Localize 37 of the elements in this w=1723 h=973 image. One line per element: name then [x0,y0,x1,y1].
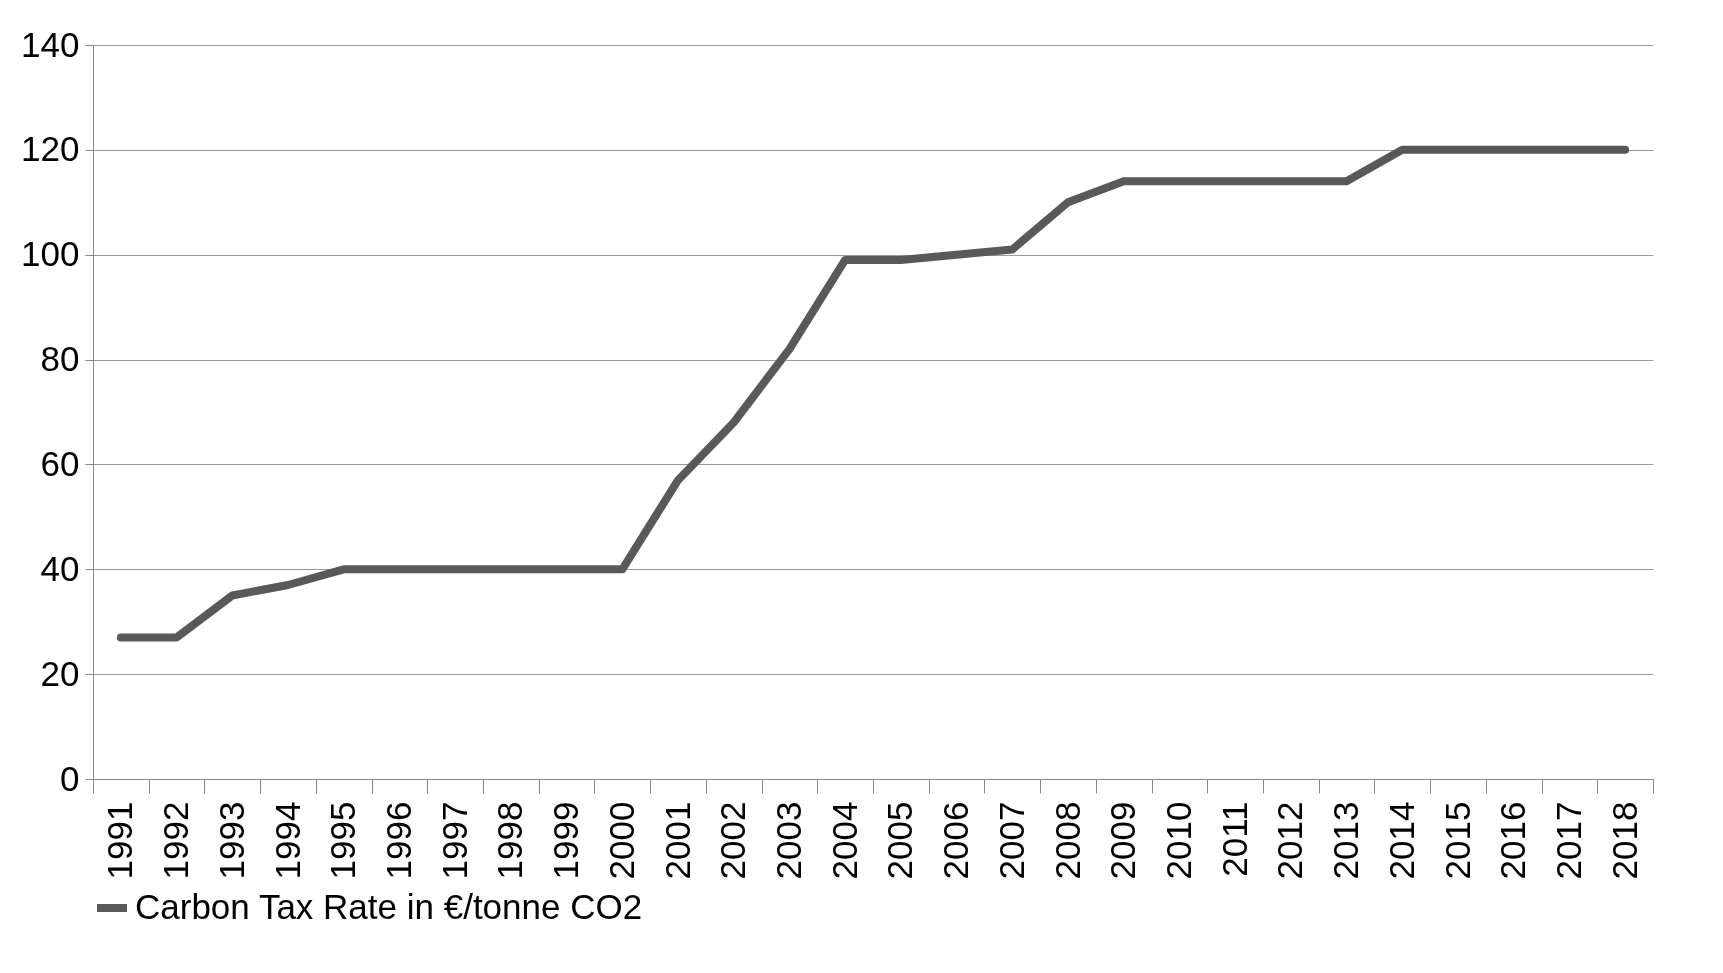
x-tick-label: 2018 [1604,801,1644,880]
y-tick-label: 100 [21,234,80,274]
y-tick-label: 120 [21,129,80,169]
x-tick-label: 2004 [824,801,864,880]
y-tick-label: 20 [40,653,80,693]
x-tick-label: 1995 [323,801,363,880]
x-tick-label: 1994 [267,801,307,880]
x-tick-label: 2006 [936,801,976,880]
x-tick-label: 1996 [378,801,418,880]
y-tick-label: 140 [21,24,80,64]
x-tick-label: 2008 [1047,801,1087,880]
x-tick-label: 2011 [1214,801,1254,877]
y-tick-label: 60 [40,443,80,483]
x-tick-label: 2002 [713,801,753,880]
x-tick-label: 2010 [1158,801,1198,880]
x-tick-label: 2013 [1326,801,1366,880]
x-tick-label: 1992 [156,801,196,880]
x-tick-label: 2016 [1493,801,1533,880]
x-tick-label: 2005 [880,801,920,880]
x-tick-label: 2001 [657,801,697,880]
x-tick-label: 2017 [1548,801,1588,880]
x-tick-label: 2009 [1103,801,1143,880]
x-tick-label: 1993 [211,801,251,880]
x-tick-label: 2007 [991,801,1031,880]
x-tick-label: 2000 [601,801,641,880]
x-tick-label: 2003 [768,801,808,880]
y-tick-label: 80 [40,339,80,379]
legend-label: Carbon Tax Rate in €/tonne CO2 [135,887,643,926]
y-tick-label: 40 [40,548,80,588]
x-tick-label: 1999 [546,801,586,880]
x-tick-label: 2014 [1381,801,1421,880]
x-tick-label: 1991 [100,801,140,880]
x-tick-label: 1997 [434,801,474,880]
x-tick-label: 1998 [490,801,530,880]
x-tick-label: 2012 [1270,801,1310,880]
x-tick-label: 2015 [1437,801,1477,880]
y-tick-label: 0 [60,758,80,798]
